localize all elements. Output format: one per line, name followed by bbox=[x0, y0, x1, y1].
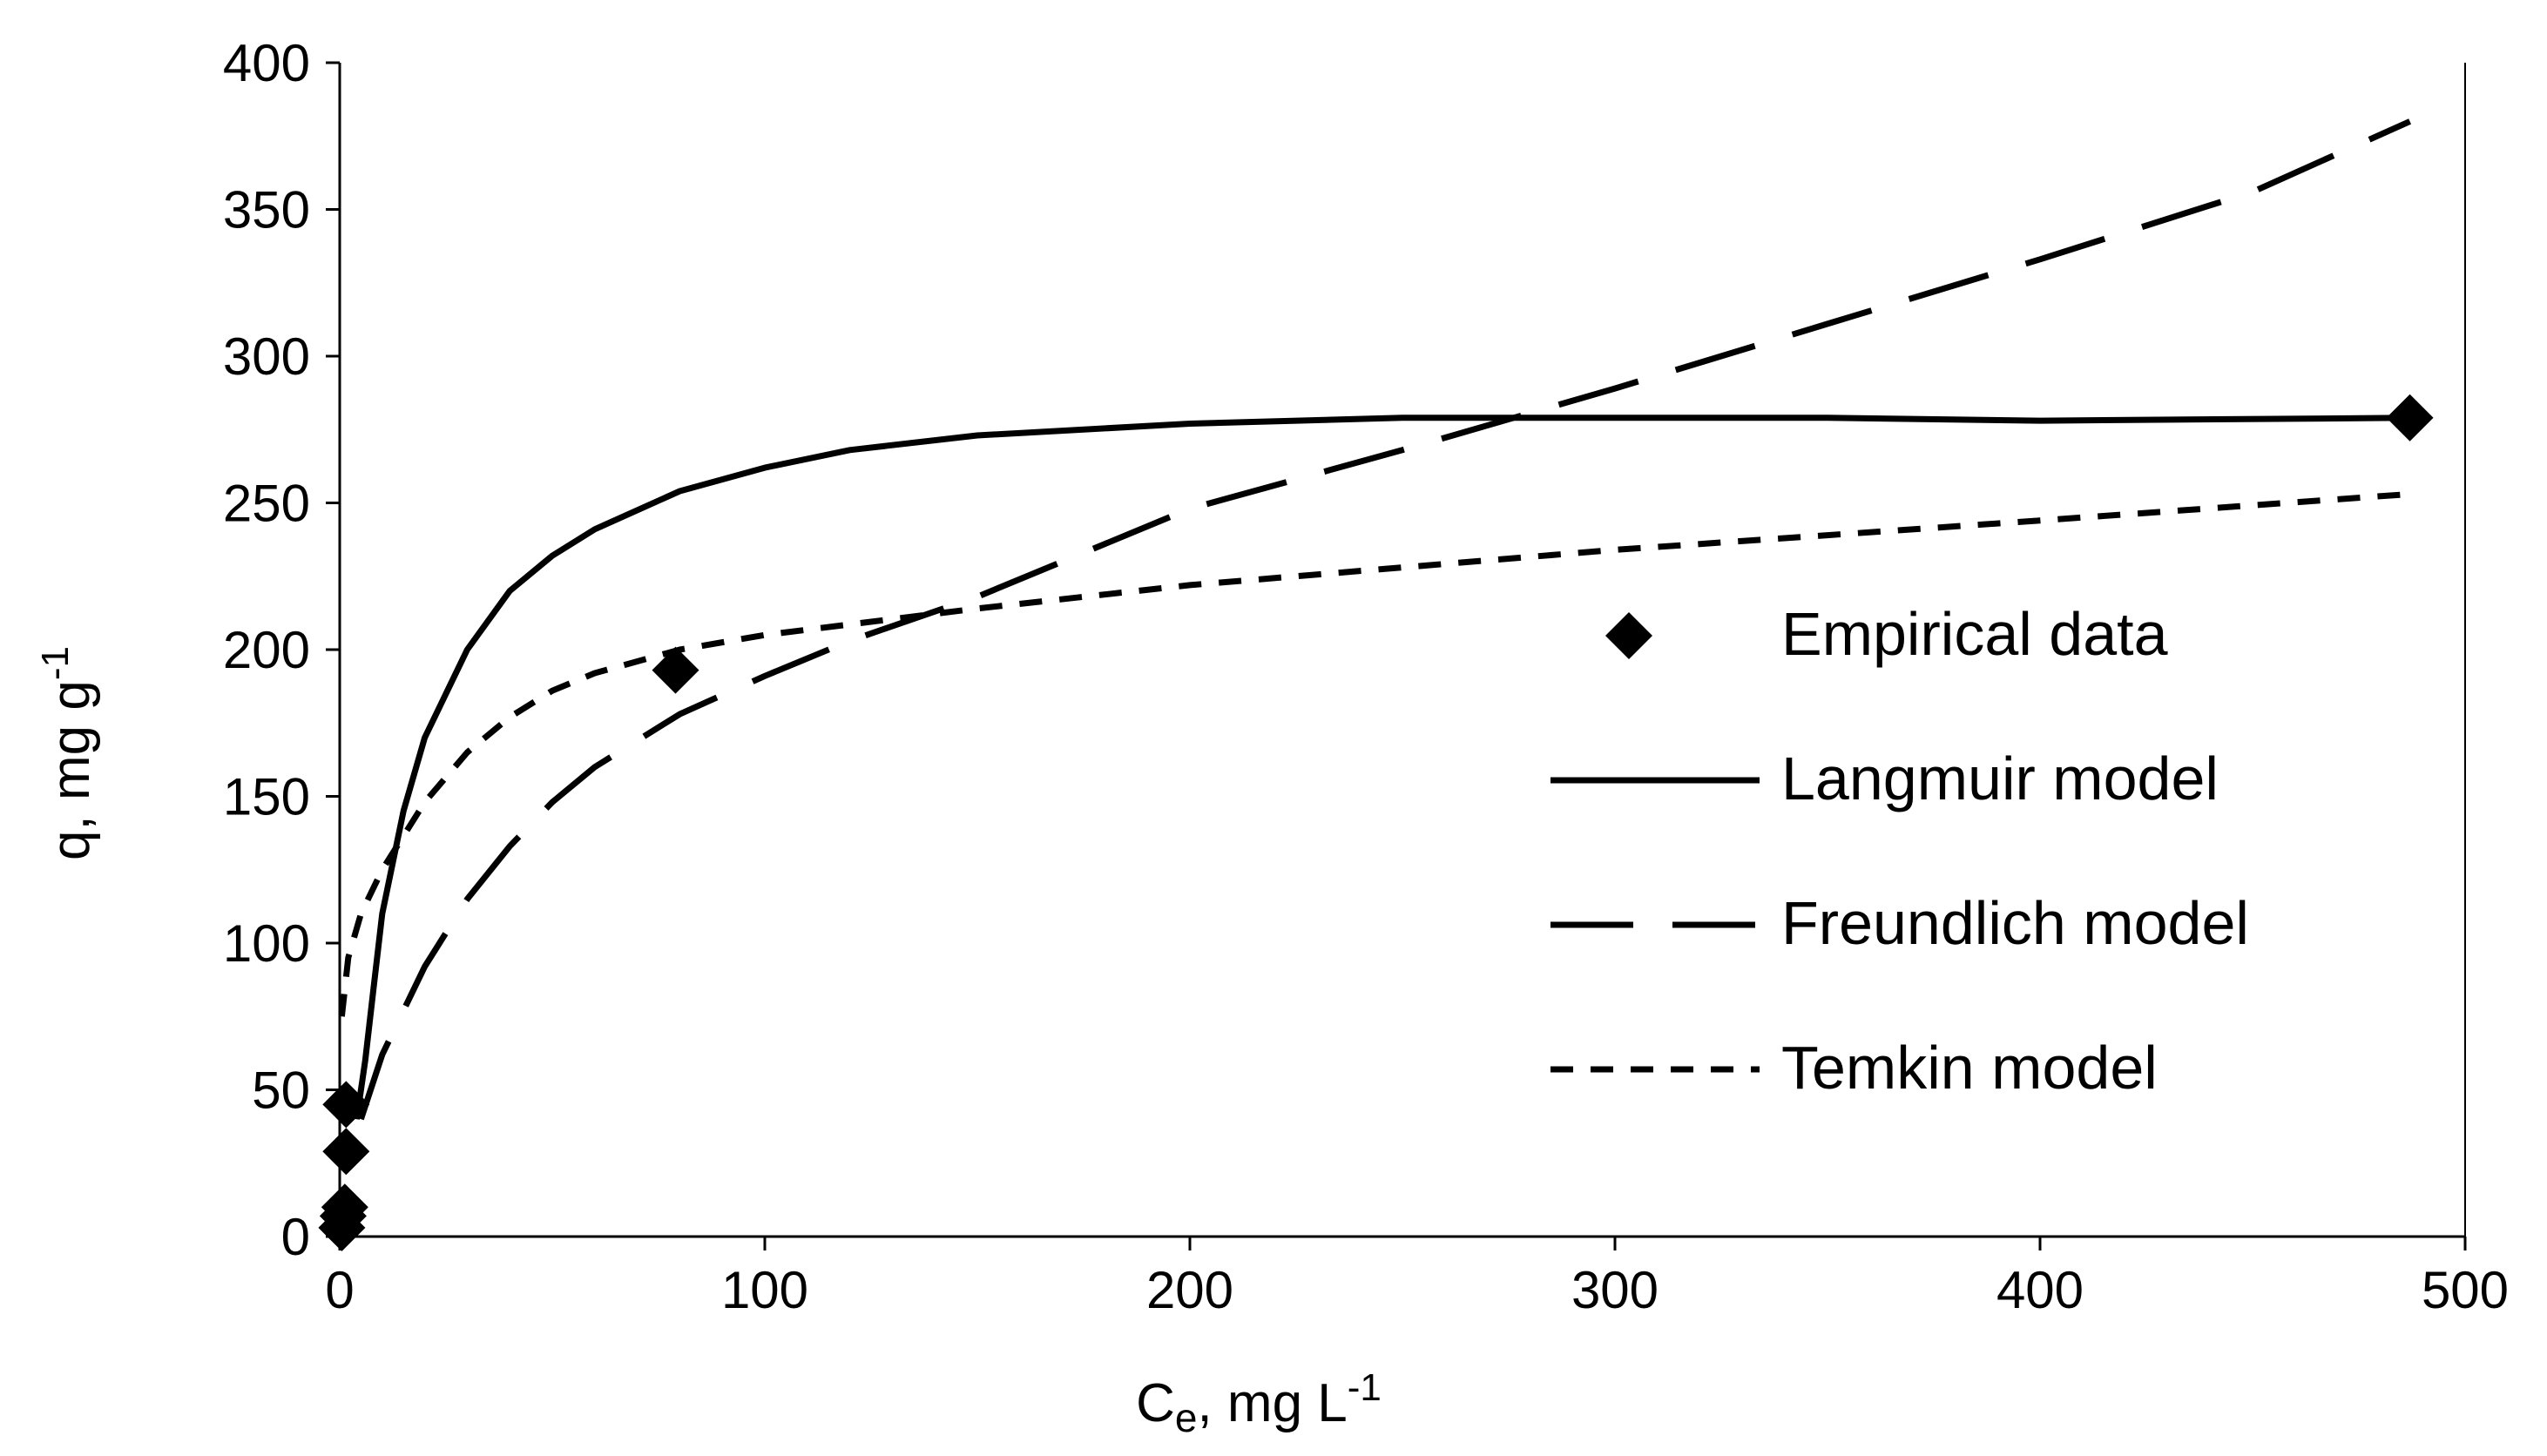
y-axis-title-main: q, mg g bbox=[41, 680, 101, 860]
empirical-data-point bbox=[321, 1183, 368, 1231]
y-tick-label: 350 bbox=[223, 181, 310, 239]
y-tick-label: 200 bbox=[223, 621, 310, 679]
x-tick-label: 400 bbox=[1996, 1261, 2084, 1319]
x-axis-title-main: C bbox=[1136, 1373, 1175, 1433]
empirical-data-point bbox=[322, 1128, 370, 1176]
y-tick-label: 300 bbox=[223, 327, 310, 386]
y-axis-title: q, mg g-1 bbox=[34, 646, 101, 860]
y-ticks: 0 50 100 150 200 250 300 350 400 bbox=[223, 34, 340, 1266]
legend-label-temkin-model: Temkin model bbox=[1781, 1034, 2158, 1102]
plot-markers bbox=[318, 394, 2434, 1251]
x-tick-label: 300 bbox=[1571, 1261, 1659, 1319]
x-axis-title-sup: -1 bbox=[1348, 1366, 1382, 1409]
x-tick-label: 200 bbox=[1146, 1261, 1233, 1319]
y-tick-label: 150 bbox=[223, 768, 310, 826]
x-axis-title-sub: e bbox=[1175, 1395, 1198, 1440]
empirical-data-point bbox=[2386, 394, 2434, 442]
legend-swatch-empirical-data bbox=[1605, 612, 1652, 659]
legend-label-empirical-data: Empirical data bbox=[1781, 600, 2168, 668]
x-axis-title: Ce, mg L-1 bbox=[1136, 1366, 1382, 1440]
y-tick-label: 100 bbox=[223, 914, 310, 973]
x-tick-label: 0 bbox=[325, 1261, 354, 1319]
freundlich-model-line bbox=[358, 118, 2412, 1121]
y-tick-label: 400 bbox=[223, 34, 310, 92]
x-tick-label: 500 bbox=[2422, 1261, 2509, 1319]
legend: Empirical data Langmuir model Freundlich m… bbox=[1550, 600, 2249, 1102]
y-axis-title-sup: -1 bbox=[34, 646, 77, 680]
x-tick-label: 100 bbox=[721, 1261, 808, 1319]
empirical-data-point bbox=[652, 646, 699, 694]
y-tick-label: 50 bbox=[252, 1062, 310, 1120]
empirical-data-point bbox=[322, 1081, 370, 1129]
legend-label-langmuir-model: Langmuir model bbox=[1781, 745, 2219, 812]
langmuir-model-line bbox=[354, 415, 2410, 1120]
plot-lines bbox=[338, 118, 2412, 1121]
x-ticks: 0 100 200 300 400 500 bbox=[325, 1237, 2509, 1319]
legend-label-freundlich-model: Freundlich model bbox=[1781, 889, 2249, 957]
temkin-model-line bbox=[338, 490, 2410, 1017]
y-tick-label: 250 bbox=[223, 475, 310, 533]
x-axis-title-rest: , mg L bbox=[1197, 1373, 1347, 1433]
y-tick-label: 0 bbox=[281, 1208, 310, 1266]
